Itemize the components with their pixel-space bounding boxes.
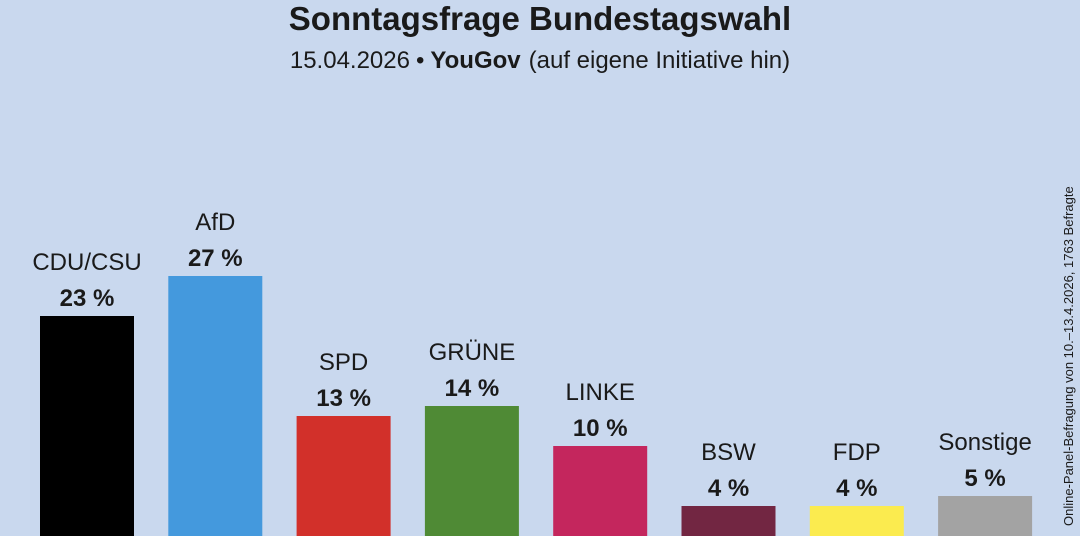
- bar-spd: [296, 416, 391, 536]
- bar-bsw: [681, 506, 776, 536]
- poll-institute: YouGov: [430, 47, 521, 74]
- category-label-cdu-csu: CDU/CSU: [32, 249, 141, 276]
- poll-date: 15.04.2026: [289, 47, 410, 74]
- subtitle-separator: •: [415, 47, 425, 74]
- category-label-sonstige: Sonstige: [938, 429, 1031, 456]
- bar-gr-ne: [424, 406, 519, 536]
- chart-title: Sonntagsfrage Bundestagswahl: [288, 0, 792, 37]
- value-label-sonstige: 5 %: [964, 465, 1005, 492]
- category-label-spd: SPD: [319, 349, 368, 376]
- category-label-linke: LINKE: [566, 379, 635, 406]
- bar-cdu-csu: [40, 316, 134, 536]
- category-label-afd: AfD: [195, 209, 235, 236]
- value-label-spd: 13 %: [316, 385, 371, 412]
- poll-note: (auf eigene Initiative hin): [528, 47, 791, 74]
- value-label-fdp: 4 %: [836, 475, 877, 502]
- side-note: Online-Panel-Befragung von 10.–13.4.2026…: [1061, 186, 1076, 526]
- value-label-linke: 10 %: [573, 415, 628, 442]
- bar-sonstige: [938, 496, 1033, 536]
- value-label-gr-ne: 14 %: [445, 375, 500, 402]
- value-label-afd: 27 %: [188, 245, 243, 272]
- bar-fdp: [809, 506, 904, 536]
- chart-subtitle: 15.04.2026 • YouGov (auf eigene Initiative …: [0, 46, 1080, 76]
- category-label-bsw: BSW: [701, 439, 756, 466]
- bar-afd: [168, 276, 263, 536]
- category-label-gr-ne: GRÜNE: [429, 339, 516, 366]
- category-label-fdp: FDP: [833, 439, 881, 466]
- value-label-bsw: 4 %: [708, 475, 749, 502]
- bar-linke: [553, 446, 648, 536]
- value-label-cdu-csu: 23 %: [60, 285, 115, 312]
